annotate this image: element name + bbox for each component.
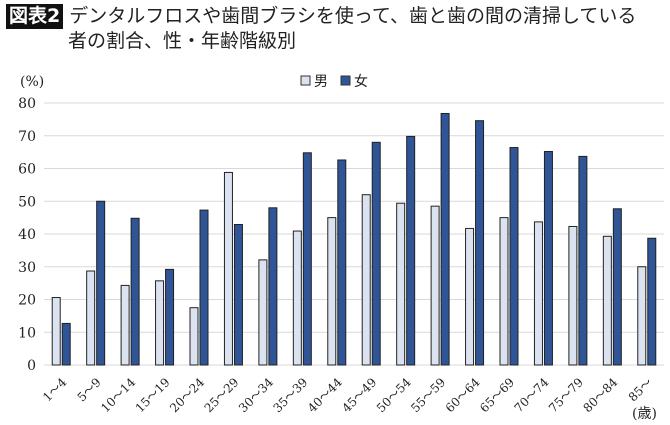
title-line-2: 者の割合、性・年齢階級別	[68, 30, 297, 52]
x-tick-label: 50～54	[374, 375, 414, 415]
x-tick-label: 40～44	[305, 375, 345, 415]
bar-male	[258, 259, 268, 366]
legend-swatch-male	[300, 75, 311, 86]
bar-female	[96, 200, 106, 366]
bar-female	[612, 208, 622, 366]
bar-male	[568, 225, 578, 366]
x-tick-label: 25～29	[202, 375, 242, 415]
x-tick-label: 10～14	[98, 375, 138, 415]
x-tick-label: 80～84	[580, 375, 620, 415]
legend-label-male: 男	[314, 74, 328, 90]
bar-female	[130, 217, 140, 366]
x-tick-label: 45～49	[339, 375, 379, 415]
figure-badge: 図表2	[6, 4, 64, 29]
bar-male	[396, 202, 406, 366]
bar-male	[51, 297, 61, 366]
bar-male	[430, 205, 440, 366]
bar-male	[465, 227, 475, 366]
y-tick-label: 80	[18, 96, 36, 112]
x-axis-label: (歳)	[632, 406, 657, 422]
bar-female	[302, 152, 312, 366]
chart-title: 図表2 デンタルフロスや歯間ブラシを使って、歯と歯の間の清掃している 者の割合、性…	[6, 4, 666, 54]
x-tick-label: 55～59	[408, 375, 448, 415]
bar-male	[155, 280, 165, 366]
bar-female	[199, 209, 209, 366]
bar-female	[337, 159, 347, 366]
y-tick-label: 20	[18, 293, 36, 309]
bar-male	[637, 266, 647, 366]
x-tick-label: 60～64	[443, 375, 483, 415]
y-tick-label: 10	[18, 325, 36, 341]
bar-female	[475, 120, 485, 366]
bar-male	[361, 194, 371, 366]
bar-male	[499, 217, 509, 366]
bar-male	[189, 307, 199, 366]
bar-female	[61, 322, 71, 366]
bar-female	[371, 141, 381, 366]
y-tick-label: 50	[18, 194, 36, 210]
bar-male	[602, 235, 612, 366]
x-tick-label: 70～74	[512, 375, 552, 415]
legend-swatch-female	[340, 75, 351, 86]
bar-female	[406, 135, 416, 366]
legend: 男 女	[300, 73, 368, 90]
bar-female	[440, 112, 450, 366]
y-tick-label: 0	[27, 358, 36, 374]
x-tick-label: 5～9	[75, 375, 104, 404]
bar-male	[327, 217, 337, 366]
bar-male	[223, 171, 233, 366]
title-line-1: デンタルフロスや歯間ブラシを使って、歯と歯の間の清掃している	[69, 5, 637, 27]
x-tick-label: 30～34	[236, 375, 276, 415]
x-tick-label: 35～39	[270, 375, 310, 415]
bar-female	[578, 155, 588, 366]
bar-female	[543, 150, 553, 366]
bar-male	[533, 221, 543, 366]
bar-female	[268, 207, 278, 366]
y-tick-label: 70	[18, 129, 36, 145]
x-tick-label: 65～69	[477, 375, 517, 415]
bar-female	[233, 224, 243, 366]
bar-male	[292, 230, 302, 366]
x-tick-label: 85～	[626, 375, 655, 404]
bar-female	[165, 268, 175, 366]
legend-label-female: 女	[354, 73, 368, 90]
x-tick-label: 20～24	[167, 375, 207, 415]
y-tick-label: 60	[18, 162, 36, 178]
x-tick-label: 75～79	[546, 375, 586, 415]
bar-male	[86, 270, 96, 366]
y-axis-label: (%)	[20, 74, 44, 90]
bar-female	[647, 237, 657, 366]
x-tick-label: 1～4	[40, 375, 69, 404]
x-tick-label: 15～19	[133, 375, 173, 415]
bar-female	[509, 147, 519, 366]
y-tick-label: 40	[18, 227, 36, 243]
bar-male	[120, 284, 130, 366]
y-tick-label: 30	[18, 260, 36, 276]
